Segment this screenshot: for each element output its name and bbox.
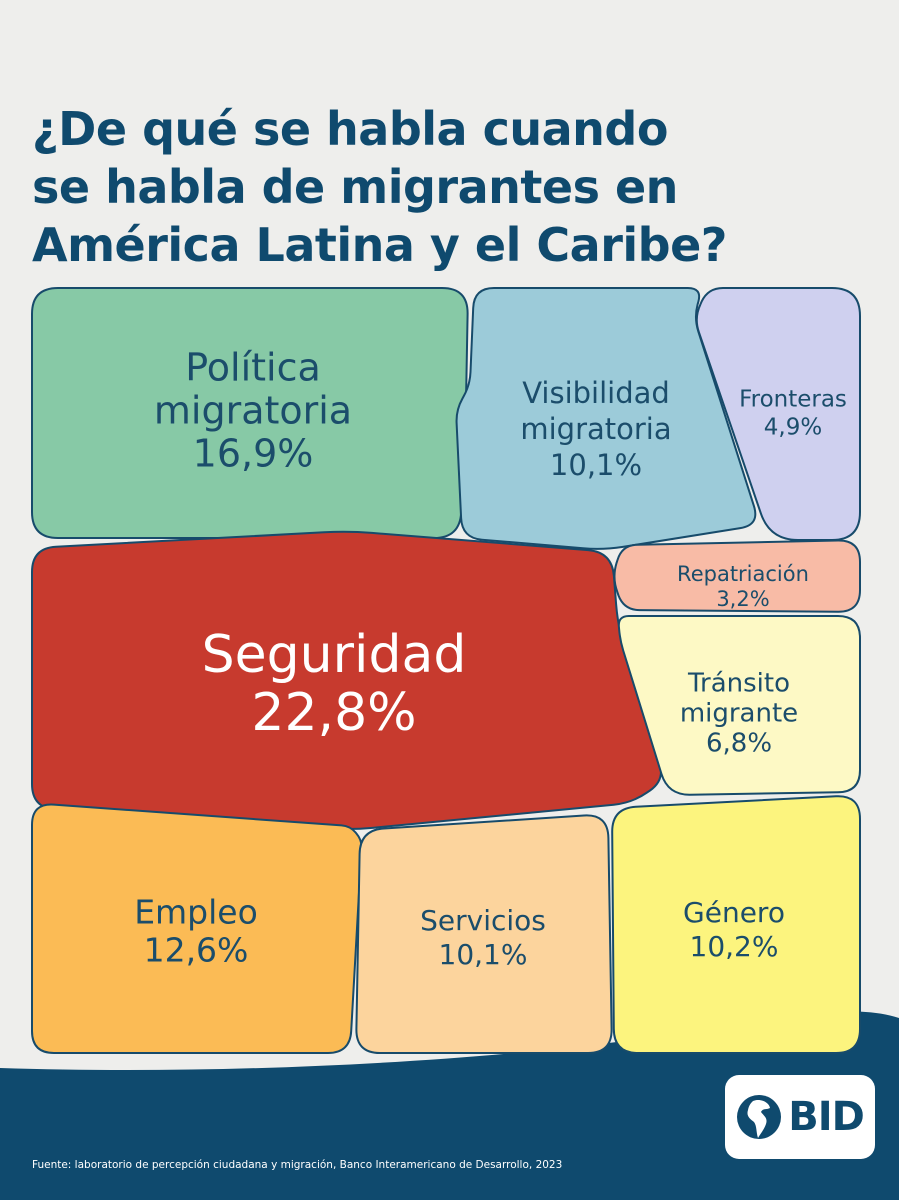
title-line-1: ¿De qué se habla cuando — [32, 102, 668, 156]
treemap-label-visibilidad-migratoria-1: Visibilidad — [522, 376, 670, 410]
treemap-label-genero-1: Género — [683, 896, 785, 929]
title-line-3: América Latina y el Caribe? — [32, 218, 727, 272]
treemap-label-fronteras-1: Fronteras — [739, 387, 847, 413]
treemap-value-empleo: 12,6% — [144, 931, 249, 970]
treemap-cell-fronteras — [695, 287, 861, 541]
treemap-cell-visibilidad-migratoria — [455, 287, 757, 550]
treemap-value-repatriacion: 3,2% — [716, 587, 769, 611]
treemap-cell-servicios — [355, 814, 613, 1054]
bid-logo: BID — [725, 1075, 875, 1159]
title-line-2: se habla de migrantes en — [32, 160, 678, 214]
treemap-cell-repatriacion — [613, 539, 861, 613]
treemap-cell-genero — [611, 795, 861, 1054]
treemap-cell-empleo — [31, 803, 363, 1054]
treemap-value-servicios: 10,1% — [439, 938, 528, 971]
treemap-cell-transito-migrante — [617, 615, 861, 796]
treemap-value-politica-migratoria: 16,9% — [193, 432, 314, 476]
americas-globe-icon — [737, 1095, 782, 1139]
treemap-label-repatriacion-1: Repatriación — [677, 562, 809, 586]
treemap-value-transito-migrante: 6,8% — [706, 729, 772, 759]
treemap-label-servicios-1: Servicios — [420, 904, 546, 937]
bottom-wave — [0, 1011, 899, 1200]
treemap-labels: Políticamigratoria16,9%Visibilidadmigrat… — [134, 346, 847, 972]
treemap-value-visibilidad-migratoria: 10,1% — [550, 448, 642, 482]
treemap-label-transito-migrante-1: Tránsito — [687, 669, 790, 699]
treemap-label-transito-migrante-2: migrante — [680, 699, 798, 729]
treemap-cells — [31, 287, 861, 1054]
treemap-value-seguridad: 22,8% — [251, 683, 416, 743]
treemap-label-empleo-1: Empleo — [134, 893, 258, 932]
treemap-label-politica-migratoria-1: Política — [185, 346, 321, 390]
bid-logo-text: BID — [788, 1094, 865, 1140]
treemap-value-fronteras: 4,9% — [764, 415, 822, 441]
treemap-value-genero: 10,2% — [690, 930, 779, 963]
treemap-label-visibilidad-migratoria-2: migratoria — [520, 412, 671, 446]
page-title: ¿De qué se habla cuando se habla de migr… — [32, 100, 872, 274]
treemap-label-seguridad-1: Seguridad — [202, 625, 467, 685]
source-note: Fuente: laboratorio de percepción ciudad… — [32, 1159, 563, 1171]
treemap-label-politica-migratoria-2: migratoria — [154, 389, 352, 433]
